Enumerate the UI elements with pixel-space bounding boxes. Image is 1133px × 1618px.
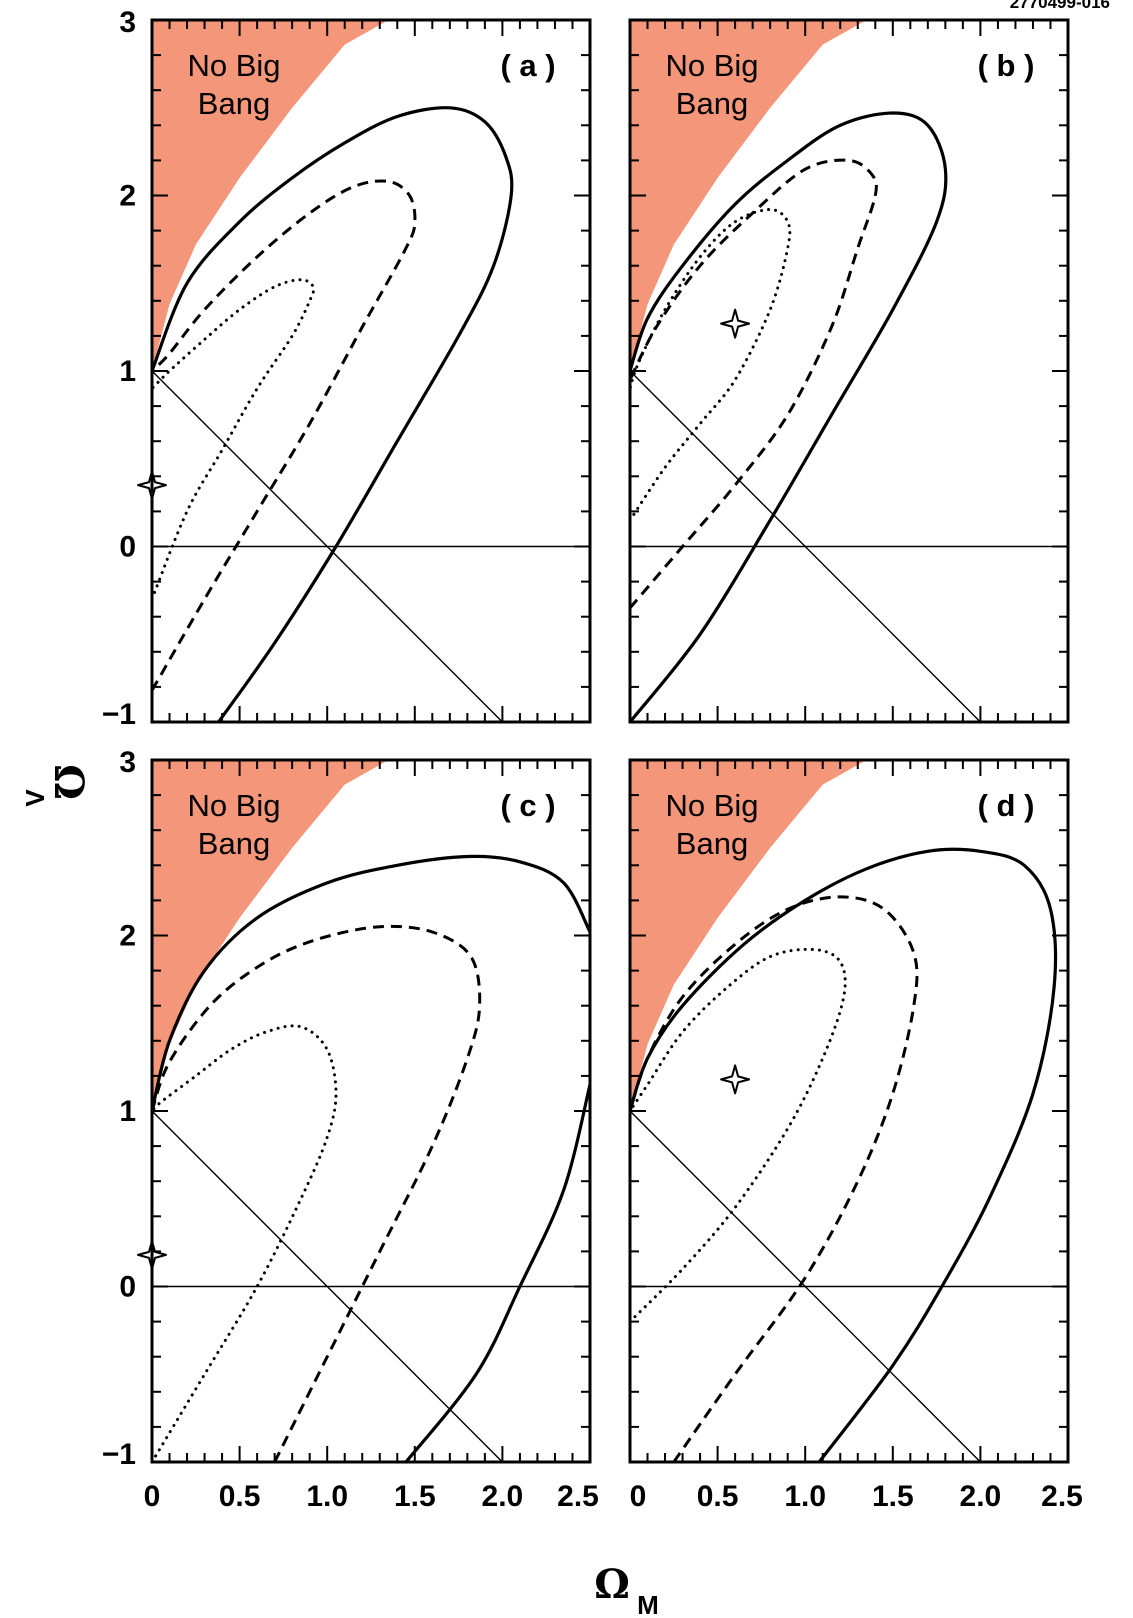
x-tick-label: 1.5 [394, 1480, 436, 1513]
contour-dashed [630, 158, 878, 609]
figure-id: 2770499-016 [1010, 0, 1110, 12]
x-axis-label-subscript: M [637, 1590, 659, 1618]
contour-solid [630, 847, 1058, 1462]
y-tick-label: −1 [102, 698, 136, 731]
no-big-bang-region [152, 20, 389, 371]
no-big-bang-label-line1: No Big [187, 48, 280, 83]
x-tick-label: 0.5 [697, 1480, 739, 1513]
y-tick-label: 0 [119, 1271, 136, 1304]
plot-area [152, 20, 590, 722]
x-tick-label: 1.0 [784, 1480, 826, 1513]
contour-solid [630, 111, 948, 722]
y-tick-label: 1 [119, 1095, 136, 1128]
x-tick-label: 0 [630, 1480, 647, 1513]
ticks [151, 19, 591, 723]
no-big-bang-region [630, 760, 867, 1111]
y-tick-label: 2 [119, 180, 136, 213]
ticks [629, 19, 1069, 723]
panel-label: ( d ) [978, 788, 1035, 823]
best-fit-marker [720, 308, 751, 339]
contour-dotted [152, 1024, 338, 1462]
y-tick-label: 2 [119, 920, 136, 953]
no-big-bang-label-line1: No Big [665, 48, 758, 83]
contour-solid [152, 854, 590, 1113]
contour-solid [404, 1083, 590, 1462]
x-tick-label: 2.0 [482, 1480, 524, 1513]
x-tick-label: 1.0 [306, 1480, 348, 1513]
contour-dashed [630, 895, 919, 1462]
no-big-bang-label-line2: Bang [676, 826, 748, 861]
contour-dotted [152, 278, 316, 601]
y-tick-label: 3 [119, 746, 136, 779]
contour-dashed [152, 924, 482, 1462]
contour-dashed [152, 179, 417, 692]
x-tick-label: 0 [144, 1480, 161, 1513]
plot-area [630, 20, 1068, 722]
no-big-bang-region [152, 760, 389, 1111]
y-tick-label: 3 [119, 6, 136, 39]
x-tick-label: 2.5 [557, 1480, 599, 1513]
x-axis-title: Ω M [594, 1561, 659, 1618]
ticks [629, 759, 1069, 1463]
panel-label: ( a ) [500, 48, 555, 83]
contour-dotted [630, 947, 847, 1324]
no-big-bang-label-line1: No Big [665, 788, 758, 823]
y-axis-label: Ω [45, 764, 92, 800]
ticks [151, 759, 591, 1463]
no-big-bang-label-line2: Bang [676, 86, 748, 121]
x-tick-label: 2.5 [1041, 1480, 1083, 1513]
y-tick-label: 0 [119, 531, 136, 564]
plot-area [630, 760, 1068, 1462]
y-tick-label: −1 [102, 1438, 136, 1471]
y-axis-label-subscript: Λ [20, 789, 50, 807]
best-fit-marker [720, 1064, 751, 1095]
contour-solid [152, 106, 514, 722]
y-axis-title: Ω Λ [20, 764, 92, 807]
x-tick-label: 0.5 [219, 1480, 261, 1513]
no-big-bang-label-line2: Bang [198, 86, 270, 121]
x-tick-label: 2.0 [960, 1480, 1002, 1513]
no-big-bang-label-line2: Bang [198, 826, 270, 861]
x-tick-label: 1.5 [872, 1480, 914, 1513]
y-tick-label: 1 [119, 355, 136, 388]
panel-label: ( b ) [978, 48, 1035, 83]
no-big-bang-label-line1: No Big [187, 788, 280, 823]
no-big-bang-region [630, 20, 867, 371]
plot-area [152, 760, 590, 1462]
contour-dotted [630, 208, 792, 522]
x-axis-label: Ω [594, 1561, 630, 1608]
panel-label: ( c ) [500, 788, 555, 823]
